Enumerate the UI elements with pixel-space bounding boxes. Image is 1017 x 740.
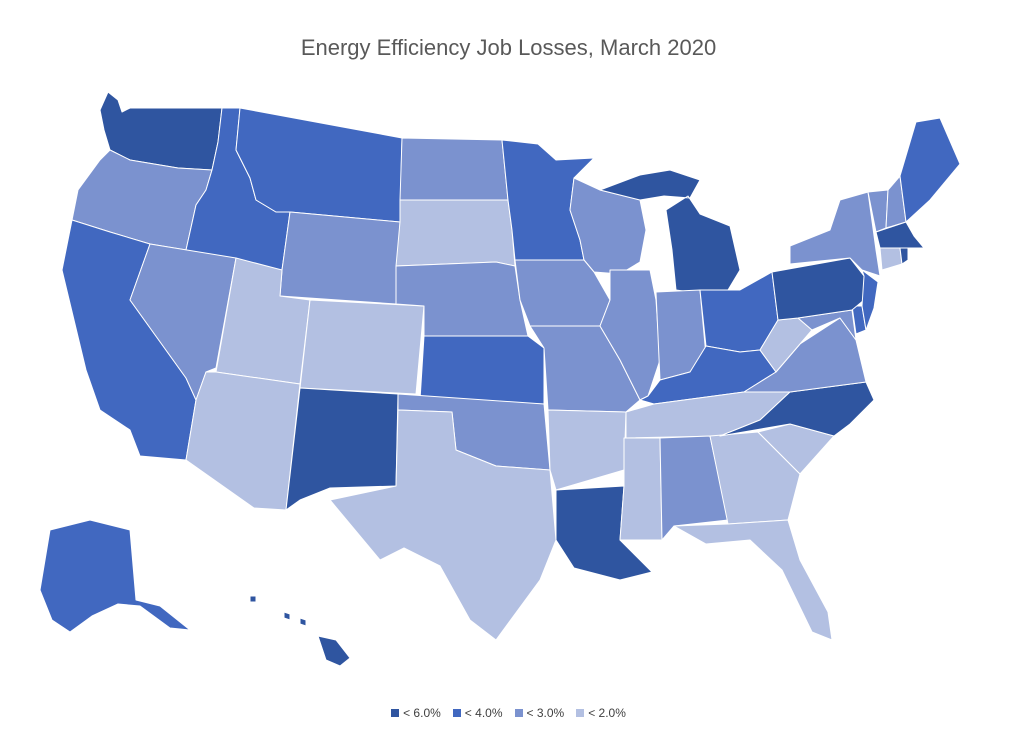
state-PA[interactable] xyxy=(771,257,865,321)
state-SD[interactable] xyxy=(395,199,516,267)
state-MI[interactable] xyxy=(599,169,741,293)
legend-swatch xyxy=(391,709,400,717)
state-GA[interactable] xyxy=(709,431,801,525)
state-WY[interactable] xyxy=(279,211,401,305)
legend-label: < 2.0% xyxy=(588,706,626,720)
state-ME[interactable] xyxy=(899,117,961,223)
legend-swatch xyxy=(576,709,585,717)
state-RI[interactable] xyxy=(899,247,909,265)
legend-swatch xyxy=(452,709,461,717)
state-AL[interactable] xyxy=(659,435,729,541)
legend-item: < 6.0% xyxy=(391,706,441,720)
state-CT[interactable] xyxy=(879,247,903,271)
legend-label: < 6.0% xyxy=(403,706,441,720)
state-CO[interactable] xyxy=(299,299,425,395)
state-HI[interactable] xyxy=(249,595,351,667)
state-NY[interactable] xyxy=(789,191,881,277)
state-KS[interactable] xyxy=(419,335,545,405)
legend-label: < 3.0% xyxy=(526,706,565,720)
state-AZ[interactable] xyxy=(185,371,301,511)
state-NJ[interactable] xyxy=(861,269,879,331)
legend-item: < 3.0% xyxy=(514,706,565,720)
legend-item: < 2.0% xyxy=(576,706,626,720)
state-AR[interactable] xyxy=(547,409,627,491)
legend: < 6.0% < 4.0% < 3.0% < 2.0% xyxy=(0,706,1017,720)
legend-item: < 4.0% xyxy=(452,706,503,720)
legend-swatch xyxy=(514,709,523,717)
state-TX[interactable] xyxy=(329,409,557,641)
map-title: Energy Efficiency Job Losses, March 2020 xyxy=(300,35,717,60)
state-FL[interactable] xyxy=(673,519,833,641)
state-AK[interactable] xyxy=(39,519,191,633)
legend-label: < 4.0% xyxy=(464,706,503,720)
state-ND[interactable] xyxy=(399,137,509,201)
state-MS[interactable] xyxy=(619,437,663,541)
